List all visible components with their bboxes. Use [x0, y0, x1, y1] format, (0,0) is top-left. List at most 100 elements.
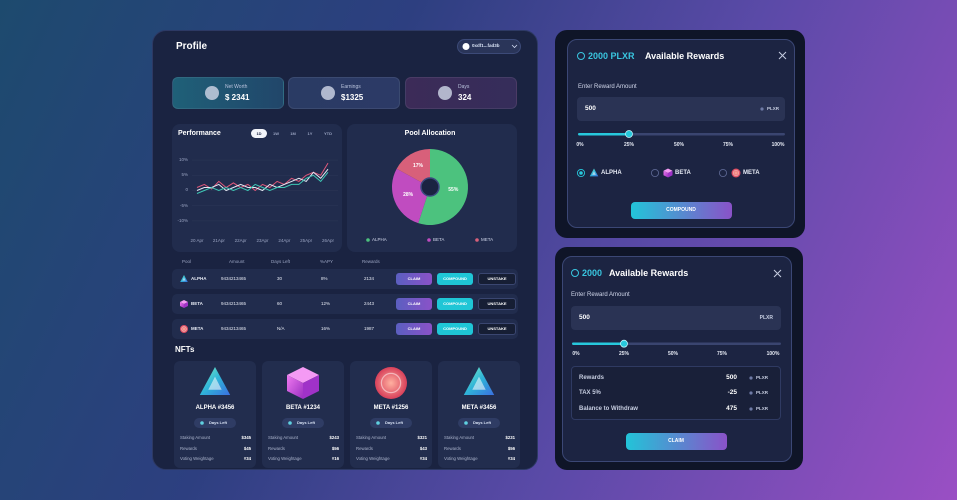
table-cell: 16% [321, 325, 331, 331]
reward-amount: 2000 [582, 267, 603, 278]
unstake-button[interactable] [478, 273, 516, 285]
nft-row-value: $56 [507, 445, 515, 451]
table-header: Pool [182, 258, 192, 264]
unstake-label[interactable]: UNSTAKE [487, 326, 507, 332]
days-left-label[interactable]: Days Left [296, 420, 316, 426]
compound-input[interactable] [577, 97, 785, 121]
legend-dot [427, 238, 431, 242]
compound-label[interactable]: COMPOUND [443, 301, 467, 307]
summary-unit: PLXR [756, 405, 769, 411]
compound-button-label[interactable]: COMPOUND [666, 207, 696, 213]
pool-title: Pool Allocation [404, 130, 456, 138]
unit-dot [760, 107, 764, 111]
period-tab-label[interactable]: 1D [256, 130, 262, 136]
compound-button[interactable] [631, 202, 732, 219]
summary-value: -25 [727, 389, 737, 397]
radio [650, 168, 660, 178]
table-cell: 1987 [364, 325, 375, 331]
unit-label: PLXR [766, 105, 779, 111]
period-tab[interactable] [251, 129, 267, 138]
meta-icon-ring [732, 170, 739, 177]
beta-icon-left [287, 375, 303, 399]
wallet-chevron [511, 44, 518, 49]
claim-button[interactable] [396, 273, 432, 285]
radio-dot [579, 171, 583, 175]
alpha-icon-inner [472, 376, 486, 390]
nft-row-label: Voting Weightage [356, 455, 390, 461]
days-left-button[interactable] [458, 418, 500, 428]
slider-label: 100% [766, 350, 780, 357]
claim-label[interactable]: CLAIM [407, 326, 421, 332]
wallet-pill[interactable] [457, 39, 521, 54]
option-label[interactable]: BETA [675, 169, 691, 176]
close-icon [778, 51, 787, 60]
days-left-label[interactable]: Days Left [208, 420, 228, 426]
performance-line [196, 162, 329, 192]
y-tick-label: 10% [178, 156, 188, 162]
days-left-button[interactable] [194, 418, 236, 428]
days-left-label[interactable]: Days Left [472, 420, 492, 426]
nft-row-label: Voting Weightage [180, 455, 214, 461]
claim-input[interactable] [571, 306, 781, 330]
nft-row-label: Rewards [356, 445, 373, 451]
claim-label[interactable]: CLAIM [407, 276, 421, 282]
claim-label[interactable]: CLAIM [407, 301, 421, 307]
unstake-label[interactable]: UNSTAKE [487, 301, 507, 307]
legend-label: BETA [433, 236, 445, 242]
nft-row-label: Staking Amount [180, 434, 211, 440]
summary-unit: PLXR [756, 389, 769, 395]
nft-row-value: #34 [243, 455, 251, 461]
nft-row-label: Rewards [180, 445, 197, 451]
unstake-label[interactable]: UNSTAKE [487, 276, 507, 282]
slider-label: 100% [771, 141, 785, 148]
claim-button[interactable] [626, 433, 727, 450]
x-tick-label: 23Apr [256, 237, 269, 243]
days-left-icon [376, 421, 380, 425]
stat-label: Earnings [341, 83, 361, 90]
alpha-icon-inner [208, 376, 222, 390]
profile-title: Profile [176, 41, 208, 52]
stat-label: Net Worth [225, 83, 248, 90]
claim-button[interactable] [396, 323, 432, 335]
period-tab-label[interactable]: YTD [324, 130, 332, 136]
compound-button[interactable] [437, 273, 473, 285]
table-cell: 9434213465 [221, 325, 247, 331]
compound-button[interactable] [437, 298, 473, 310]
unstake-button[interactable] [478, 323, 516, 335]
nft-row-value: #16 [331, 455, 339, 461]
token-icon [577, 52, 585, 60]
period-tab-label[interactable]: 1Y [307, 130, 313, 136]
compound-button[interactable] [437, 323, 473, 335]
claim-button-label[interactable]: CLAIM [668, 438, 684, 444]
period-tab-label[interactable]: 1W [273, 130, 279, 136]
nft-name: BETA #1234 [285, 404, 321, 411]
slider-knob [625, 130, 633, 138]
compound-label[interactable]: COMPOUND [443, 326, 467, 332]
table-cell: ALPHA [191, 275, 207, 281]
stat-card [172, 77, 284, 109]
unstake-button[interactable] [478, 298, 516, 310]
option-label[interactable]: ALPHA [601, 169, 622, 176]
option-label[interactable]: META [743, 169, 760, 176]
pie-label: 17% [412, 163, 424, 170]
meta-icon [731, 168, 741, 178]
claim-button[interactable] [396, 298, 432, 310]
days-left-button[interactable] [282, 418, 324, 428]
table-cell: 12% [321, 300, 331, 306]
table-header: Amount [229, 258, 245, 264]
days-left-label[interactable]: Days Left [384, 420, 404, 426]
summary-label: TAX 5% [579, 389, 601, 396]
x-tick-label: 20 Apr [190, 237, 204, 243]
stat-icon [438, 86, 452, 100]
slider-label: 75% [716, 350, 728, 357]
legend-label: ALPHA [372, 236, 387, 242]
nft-row-value: #34 [419, 455, 427, 461]
compound-label[interactable]: COMPOUND [443, 276, 467, 282]
y-tick-label: -10% [177, 217, 188, 223]
input-label: Enter Reward Amount [578, 83, 637, 90]
y-tick-label: -5% [179, 202, 188, 208]
days-left-button[interactable] [370, 418, 412, 428]
table-header: Rewards [362, 258, 380, 264]
table-cell: 60 [277, 300, 283, 306]
period-tab-label[interactable]: 1M [290, 130, 296, 136]
